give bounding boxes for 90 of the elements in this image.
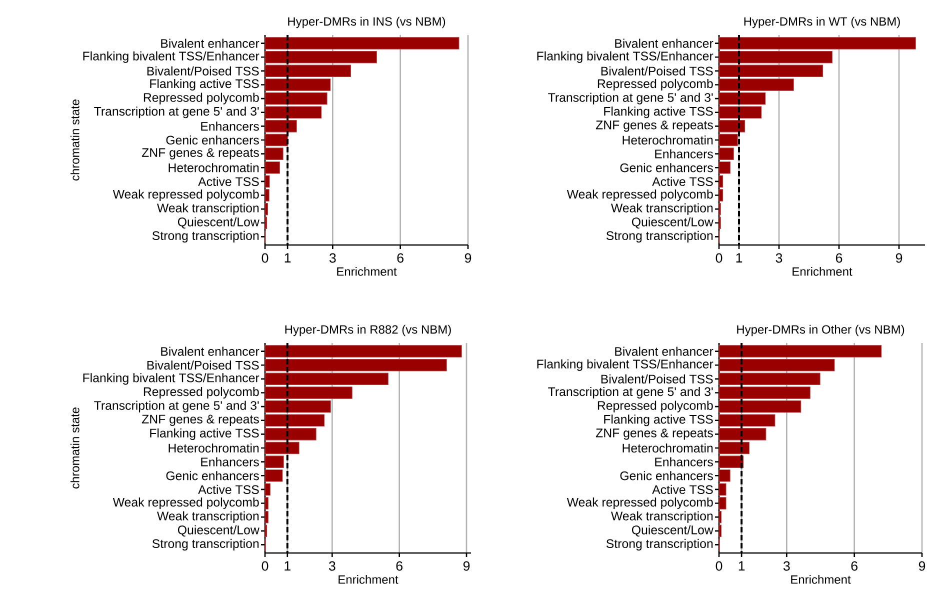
y-tick-label: Weak transcription xyxy=(611,511,713,523)
x-axis-title: Enrichment xyxy=(338,574,398,584)
chart-title: Hyper-DMRs in Other (vs NBM) xyxy=(737,324,904,336)
y-tick-label: Flanking bivalent TSS/Enhancer xyxy=(83,51,260,63)
x-axis-title: Enrichment xyxy=(792,266,852,276)
y-tick-label: Heterochromatin xyxy=(168,163,259,172)
x-tick-label: 9 xyxy=(463,561,470,571)
y-tick-label: Strong transcription xyxy=(152,230,259,242)
y-tick-label: Bivalent enhancer xyxy=(161,38,260,48)
y-tick-label: Flanking bivalent TSS/Enhancer xyxy=(83,373,260,385)
x-tick-label: 0 xyxy=(716,561,722,571)
y-tick-label: Bivalent/Poised TSS xyxy=(147,360,259,370)
y-tick-label: Weak transcription xyxy=(157,203,259,215)
x-tick-label: 0 xyxy=(262,253,268,263)
x-tick-label: 3 xyxy=(776,253,782,263)
x-tick-label: 3 xyxy=(783,561,790,571)
x-tick-label: 0 xyxy=(716,253,722,263)
y-tick-label: Enhancers xyxy=(655,457,713,466)
y-tick-label: Enhancers xyxy=(201,122,259,131)
y-tick-label: Repressed polycomb xyxy=(144,92,259,104)
x-tick-label: 6 xyxy=(396,561,402,571)
x-tick-label: 1 xyxy=(284,561,290,570)
y-tick-label: Bivalent/Poised TSS xyxy=(601,374,713,384)
y-tick-label: Genic enhancers xyxy=(166,135,259,145)
y-tick-label: Weak transcription xyxy=(611,203,713,215)
y-tick-label: Bivalent/Poised TSS xyxy=(601,66,713,76)
x-tick-label: 1 xyxy=(738,561,745,570)
y-tick-label: Flanking bivalent TSS/Enhancer xyxy=(537,359,714,371)
y-axis-title: chromatin state xyxy=(70,408,80,489)
x-tick-label: 3 xyxy=(329,253,336,263)
y-tick-label: Weak repressed polycomb xyxy=(566,497,713,510)
x-tick-label: 9 xyxy=(896,253,902,263)
y-tick-label: Flanking active TSS xyxy=(604,106,713,118)
y-tick-label: Heterochromatin xyxy=(168,443,259,453)
y-tick-label: Transcription at gene 5' and 3' xyxy=(548,386,713,399)
y-axis-title: chromatin state xyxy=(70,100,80,181)
y-tick-label: Active TSS xyxy=(652,176,713,186)
x-axis-title: Enrichment xyxy=(337,266,397,276)
y-tick-label: Heterochromatin xyxy=(622,443,713,453)
y-tick-label: Flanking active TSS xyxy=(604,414,713,426)
y-tick-label: Strong transcription xyxy=(606,538,713,550)
chart-title: Hyper-DMRs in WT (vs NBM) xyxy=(744,16,900,28)
x-tick-label: 1 xyxy=(736,253,742,262)
y-tick-label: Genic enhancers xyxy=(620,163,713,172)
y-tick-label: Bivalent enhancer xyxy=(161,346,260,356)
chart-title: Hyper-DMRs in R882 (vs NBM) xyxy=(285,324,451,336)
y-tick-label: ZNF genes & repeats xyxy=(596,120,713,132)
y-tick-label: Active TSS xyxy=(198,484,259,494)
y-tick-label: Bivalent/Poised TSS xyxy=(147,66,259,76)
chart-title: Hyper-DMRs in INS (vs NBM) xyxy=(288,16,446,28)
y-tick-label: Strong transcription xyxy=(606,230,713,242)
x-tick-label: 6 xyxy=(397,253,404,263)
y-tick-label: Quiescent/Low xyxy=(178,217,260,229)
x-axis-title: Enrichment xyxy=(791,574,851,584)
y-tick-label: Genic enhancers xyxy=(166,471,259,480)
y-tick-label: Repressed polycomb xyxy=(144,386,259,399)
y-tick-label: Flanking active TSS xyxy=(150,78,259,91)
x-tick-label: 9 xyxy=(918,561,926,571)
y-tick-label: ZNF genes & repeats xyxy=(142,148,259,160)
y-tick-label: Enhancers xyxy=(201,457,259,466)
y-tick-label: Quiescent/Low xyxy=(178,525,260,537)
x-tick-label: 3 xyxy=(328,561,336,571)
y-tick-label: Quiescent/Low xyxy=(632,525,714,537)
x-tick-label: 9 xyxy=(464,253,472,263)
x-tick-label: 6 xyxy=(851,561,858,571)
y-tick-label: Heterochromatin xyxy=(622,135,713,145)
x-tick-label: 1 xyxy=(284,253,291,262)
y-tick-label: Transcription at gene 5' and 3' xyxy=(548,92,713,104)
y-tick-label: Repressed polycomb xyxy=(598,78,713,91)
y-tick-label: Active TSS xyxy=(198,176,259,186)
y-tick-label: Bivalent enhancer xyxy=(615,38,714,48)
y-tick-label: ZNF genes & repeats xyxy=(596,428,713,440)
y-tick-label: Repressed polycomb xyxy=(598,400,713,412)
y-tick-label: Transcription at gene 5' and 3' xyxy=(94,400,259,412)
y-tick-label: Weak repressed polycomb xyxy=(112,189,259,202)
y-tick-label: Flanking bivalent TSS/Enhancer xyxy=(537,51,714,63)
y-tick-label: Genic enhancers xyxy=(620,471,713,480)
y-tick-label: Weak repressed polycomb xyxy=(566,189,713,202)
x-tick-label: 6 xyxy=(836,253,842,263)
y-tick-label: Weak repressed polycomb xyxy=(112,497,259,510)
y-tick-label: Quiescent/Low xyxy=(632,217,714,229)
y-tick-label: ZNF genes & repeats xyxy=(142,414,259,426)
x-tick-label: 0 xyxy=(262,561,268,571)
y-tick-label: Transcription at gene 5' and 3' xyxy=(94,106,259,118)
y-tick-label: Enhancers xyxy=(655,149,713,158)
y-tick-label: Strong transcription xyxy=(152,538,259,550)
y-tick-label: Flanking active TSS xyxy=(150,428,259,440)
y-tick-label: Weak transcription xyxy=(157,511,259,523)
y-tick-label: Active TSS xyxy=(652,484,713,494)
y-tick-label: Bivalent enhancer xyxy=(615,346,714,356)
